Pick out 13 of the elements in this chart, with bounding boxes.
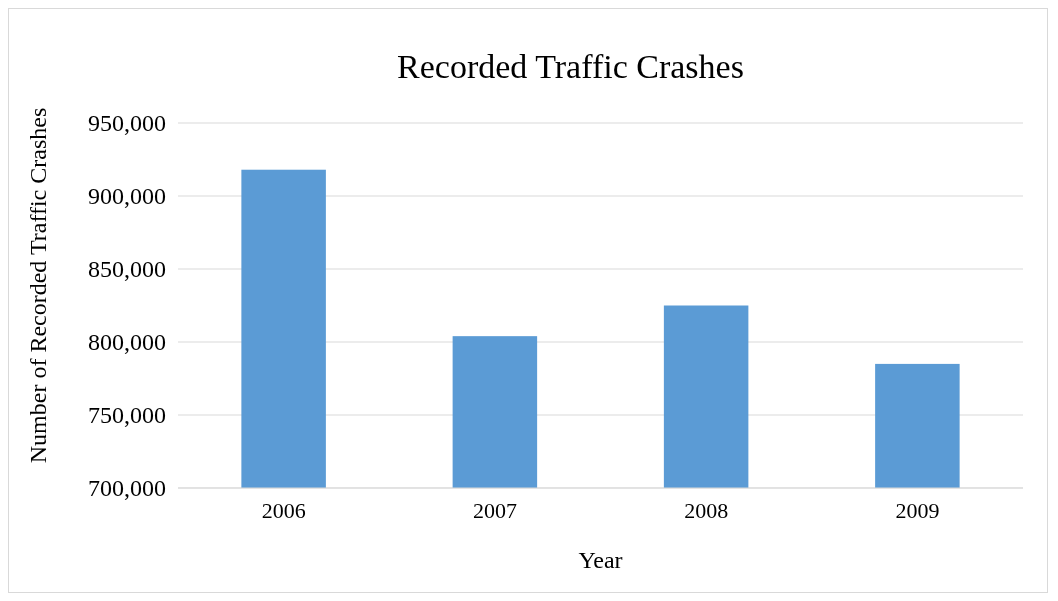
x-tick-label: 2006 — [261, 498, 306, 523]
x-tick-label: 2008 — [684, 498, 729, 523]
y-tick-label: 850,000 — [88, 256, 166, 283]
y-tick-label: 950,000 — [88, 110, 166, 137]
x-tick-label: 2007 — [472, 498, 517, 523]
y-tick-label: 900,000 — [88, 183, 166, 210]
y-tick-label: 750,000 — [88, 402, 166, 429]
x-tick-label: 2009 — [895, 498, 940, 523]
y-axis-title: Number of Recorded Traffic Crashes — [25, 107, 51, 464]
chart-title: Recorded Traffic Crashes — [397, 48, 744, 85]
y-tick-label: 800,000 — [88, 329, 166, 356]
x-axis-title: Year — [578, 547, 623, 573]
y-tick-label: 700,000 — [88, 475, 166, 502]
